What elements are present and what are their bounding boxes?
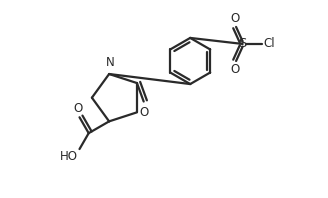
Text: HO: HO bbox=[60, 150, 78, 163]
Text: N: N bbox=[106, 56, 115, 69]
Text: O: O bbox=[230, 63, 239, 76]
Text: S: S bbox=[238, 37, 247, 50]
Text: O: O bbox=[73, 102, 83, 115]
Text: O: O bbox=[230, 12, 239, 25]
Text: O: O bbox=[139, 106, 148, 119]
Text: Cl: Cl bbox=[264, 37, 275, 50]
